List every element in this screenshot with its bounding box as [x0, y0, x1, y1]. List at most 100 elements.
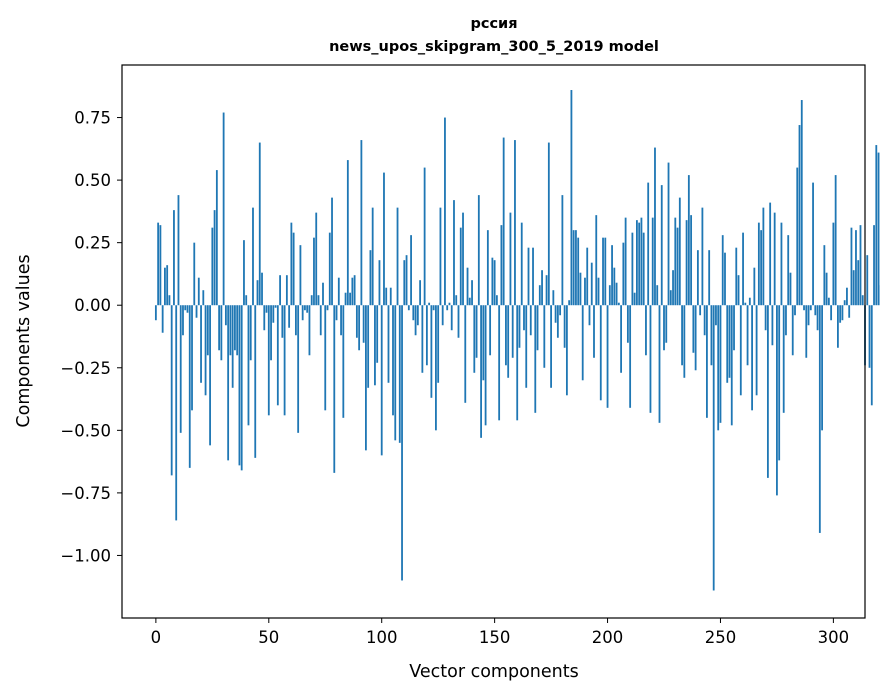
bar-114: [412, 305, 415, 321]
bar-57: [283, 305, 286, 416]
bar-94: [367, 305, 370, 388]
bar-170: [538, 285, 541, 306]
bar-176: [552, 290, 555, 306]
bar-255: [730, 305, 733, 426]
bar-309: [852, 270, 855, 306]
bar-64: [299, 245, 302, 306]
bar-293: [816, 305, 819, 331]
bar-280: [787, 235, 790, 306]
bar-134: [457, 305, 460, 338]
bar-123: [432, 305, 435, 311]
y-tick-label: −0.50: [60, 421, 111, 440]
bar-239: [694, 305, 697, 371]
bar-34: [231, 305, 234, 388]
bar-247: [712, 305, 715, 591]
bar-71: [315, 212, 318, 306]
bar-73: [319, 305, 322, 336]
bar-135: [459, 227, 462, 306]
bar-159: [514, 140, 516, 306]
bar-245: [708, 250, 711, 306]
bar-263: [748, 297, 751, 306]
bar-206: [620, 305, 622, 373]
bar-208: [624, 217, 627, 306]
bar-8: [173, 210, 175, 306]
bar-278: [782, 305, 785, 413]
bar-119: [423, 167, 426, 306]
bar-90: [358, 305, 361, 351]
bar-124: [435, 305, 437, 431]
bar-138: [466, 267, 469, 306]
bar-182: [565, 305, 568, 396]
bar-271: [766, 305, 769, 478]
bar-305: [843, 300, 846, 306]
bar-313: [861, 295, 864, 306]
bar-162: [520, 222, 523, 306]
bar-215: [640, 217, 643, 306]
x-axis-ticks: 0 50 100 150 200 250 300: [151, 618, 849, 647]
bar-95: [369, 250, 372, 306]
bar-287: [803, 305, 805, 311]
y-tick-label: 0.50: [74, 171, 111, 190]
bar-45: [256, 280, 259, 306]
bar-320: [877, 152, 880, 306]
bar-29: [220, 305, 223, 361]
plot-frame: [121, 64, 866, 619]
bar-82: [340, 305, 342, 336]
bar-292: [814, 305, 817, 316]
bar-13: [184, 305, 187, 311]
bar-240: [696, 250, 699, 306]
bar-12: [182, 305, 184, 336]
bar-19: [197, 277, 200, 306]
bar-79: [333, 305, 336, 473]
y-tick-label: 0.75: [74, 109, 111, 128]
bar-35: [234, 305, 236, 351]
bar-36: [236, 305, 239, 356]
bar-130: [448, 302, 451, 306]
bar-6: [168, 295, 171, 306]
bar-77: [328, 232, 331, 306]
bar-248: [715, 305, 717, 326]
bar-144: [480, 305, 482, 438]
bar-30: [222, 112, 225, 306]
bar-252: [724, 252, 726, 306]
bar-84: [344, 292, 347, 306]
bar-48: [263, 305, 266, 331]
x-tick-label: 200: [592, 628, 624, 647]
y-tick-label: −1.00: [60, 546, 111, 565]
bar-143: [477, 195, 480, 306]
bar-207: [622, 242, 625, 306]
bar-63: [297, 305, 300, 433]
bar-128: [444, 117, 446, 306]
bar-264: [751, 305, 753, 411]
y-tick-label: 0.00: [74, 296, 111, 315]
bar-21: [202, 290, 205, 306]
bar-259: [739, 305, 742, 396]
bar-256: [733, 305, 735, 351]
bar-177: [554, 305, 557, 323]
bar-242: [701, 207, 704, 306]
bar-16: [191, 305, 193, 411]
bar-257: [735, 247, 738, 306]
bar-85: [346, 160, 349, 306]
bar-121: [428, 302, 431, 306]
bar-83: [342, 305, 345, 418]
bar-300: [832, 222, 835, 306]
bar-272: [769, 202, 772, 306]
bar-279: [785, 305, 787, 336]
bar-81: [337, 277, 340, 306]
bar-185: [572, 230, 575, 306]
bar-78: [331, 197, 333, 306]
bar-68: [308, 305, 311, 356]
bar-1: [157, 222, 160, 306]
bar-154: [502, 137, 505, 306]
bar-142: [475, 305, 478, 358]
bar-174: [547, 142, 550, 306]
bar-118: [421, 305, 424, 373]
bar-238: [692, 305, 695, 353]
bar-129: [446, 305, 449, 311]
bar-291: [812, 182, 814, 306]
bar-39: [243, 240, 245, 306]
bar-236: [687, 175, 690, 306]
